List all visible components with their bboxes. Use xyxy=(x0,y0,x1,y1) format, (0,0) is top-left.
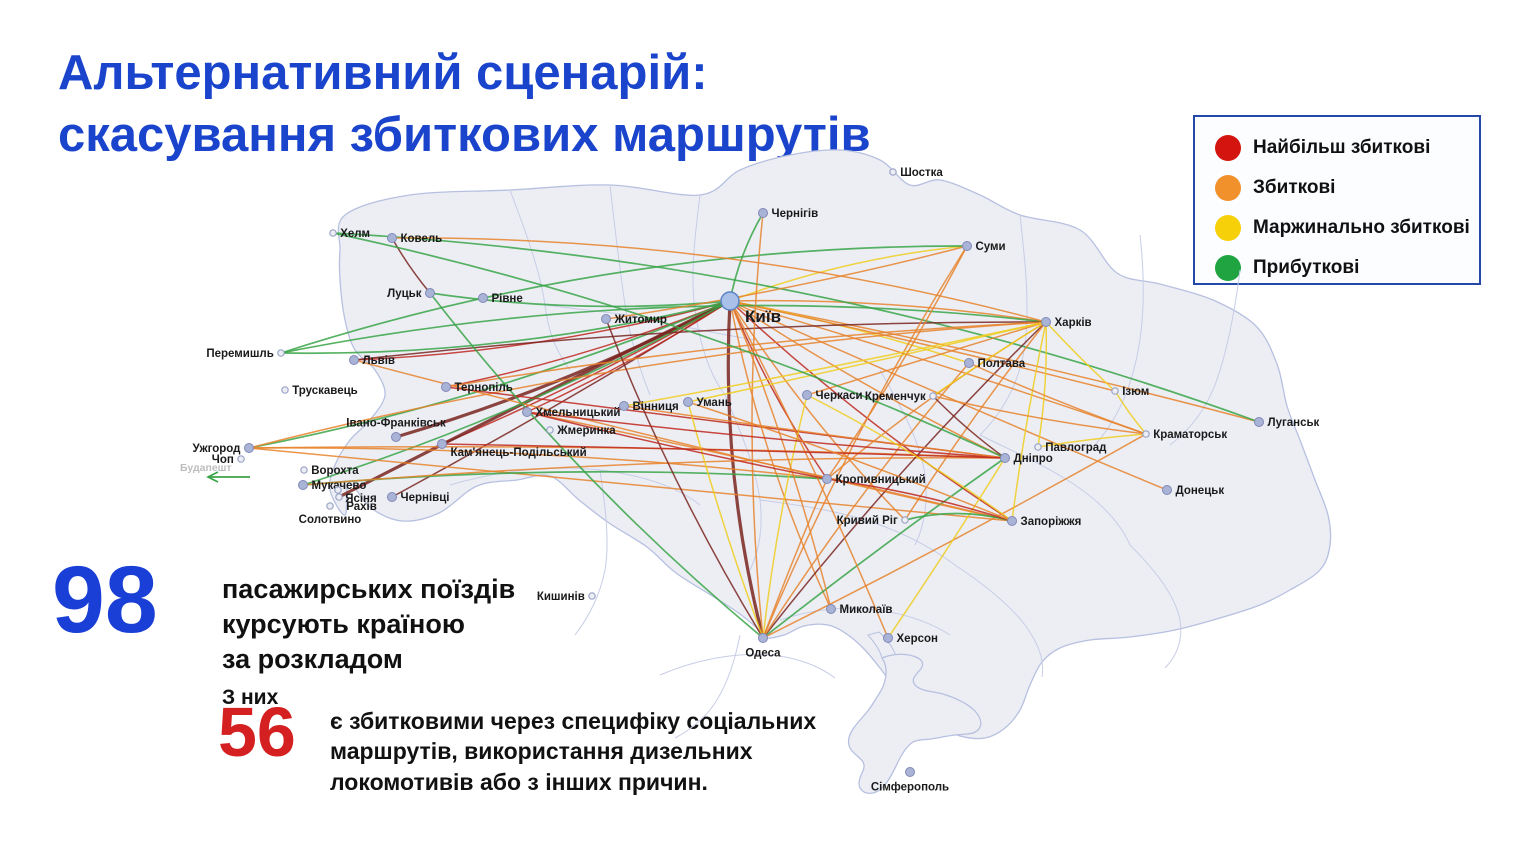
svg-text:Черкаси: Черкаси xyxy=(816,390,863,402)
svg-text:Ізюм: Ізюм xyxy=(1122,386,1149,398)
svg-text:Хелм: Хелм xyxy=(340,228,370,240)
svg-text:Київ: Київ xyxy=(745,307,781,326)
svg-text:Ковель: Ковель xyxy=(401,233,443,245)
svg-text:Запоріжжя: Запоріжжя xyxy=(1021,516,1082,528)
svg-text:Одеса: Одеса xyxy=(745,648,781,660)
svg-text:Кременчук: Кременчук xyxy=(865,391,926,403)
svg-text:Луцьк: Луцьк xyxy=(387,288,422,300)
svg-text:Івано-Франківськ: Івано-Франківськ xyxy=(346,418,446,430)
svg-text:Будапешт: Будапешт xyxy=(180,462,232,474)
svg-text:Умань: Умань xyxy=(697,397,732,409)
svg-text:Дніпро: Дніпро xyxy=(1014,453,1053,465)
svg-text:Хмельницький: Хмельницький xyxy=(536,407,621,419)
svg-text:Полтава: Полтава xyxy=(978,358,1026,370)
svg-text:Чернігів: Чернігів xyxy=(772,208,819,220)
svg-text:Перемишль: Перемишль xyxy=(206,348,273,360)
svg-text:Житомир: Житомир xyxy=(614,314,667,326)
svg-text:Херсон: Херсон xyxy=(897,633,939,645)
svg-text:Донецьк: Донецьк xyxy=(1176,485,1225,497)
svg-text:Краматорськ: Краматорськ xyxy=(1153,429,1227,441)
svg-text:Рівне: Рівне xyxy=(492,293,523,305)
svg-text:Шостка: Шостка xyxy=(900,167,943,179)
svg-text:Кишинів: Кишинів xyxy=(537,591,585,603)
svg-text:Львів: Львів xyxy=(363,355,395,367)
svg-text:Харків: Харків xyxy=(1055,317,1092,329)
svg-text:Луганськ: Луганськ xyxy=(1268,417,1320,429)
svg-text:Миколаїв: Миколаїв xyxy=(840,604,893,616)
svg-text:Трускавець: Трускавець xyxy=(292,385,358,397)
svg-text:Кам'янець-Подільський: Кам'янець-Подільський xyxy=(451,447,587,459)
svg-text:Солотвино: Солотвино xyxy=(299,514,362,526)
svg-text:Суми: Суми xyxy=(976,241,1006,253)
svg-text:Кропивницький: Кропивницький xyxy=(836,474,926,486)
svg-text:Павлоград: Павлоград xyxy=(1045,442,1107,454)
svg-text:Рахів: Рахів xyxy=(346,501,377,513)
svg-text:Сімферополь: Сімферополь xyxy=(871,782,949,794)
svg-text:Чернівці: Чернівці xyxy=(401,492,450,504)
svg-text:Тернопіль: Тернопіль xyxy=(455,382,513,394)
svg-text:Вінниця: Вінниця xyxy=(633,401,679,413)
svg-text:Кривий Ріг: Кривий Ріг xyxy=(837,515,898,527)
svg-text:Ворохта: Ворохта xyxy=(311,465,359,477)
svg-text:Жмеринка: Жмеринка xyxy=(556,425,616,437)
